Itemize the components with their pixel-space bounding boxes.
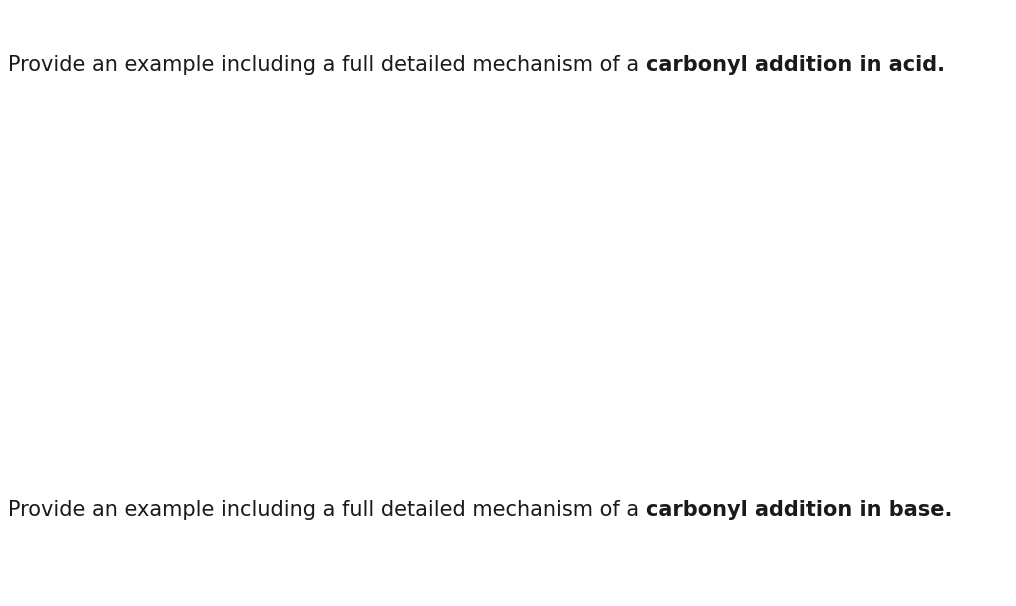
Text: carbonyl addition in acid.: carbonyl addition in acid. (646, 55, 945, 75)
Text: carbonyl addition in base.: carbonyl addition in base. (646, 500, 952, 520)
Text: Provide an example including a full detailed mechanism of a: Provide an example including a full deta… (8, 500, 646, 520)
Text: Provide an example including a full detailed mechanism of a: Provide an example including a full deta… (8, 55, 646, 75)
